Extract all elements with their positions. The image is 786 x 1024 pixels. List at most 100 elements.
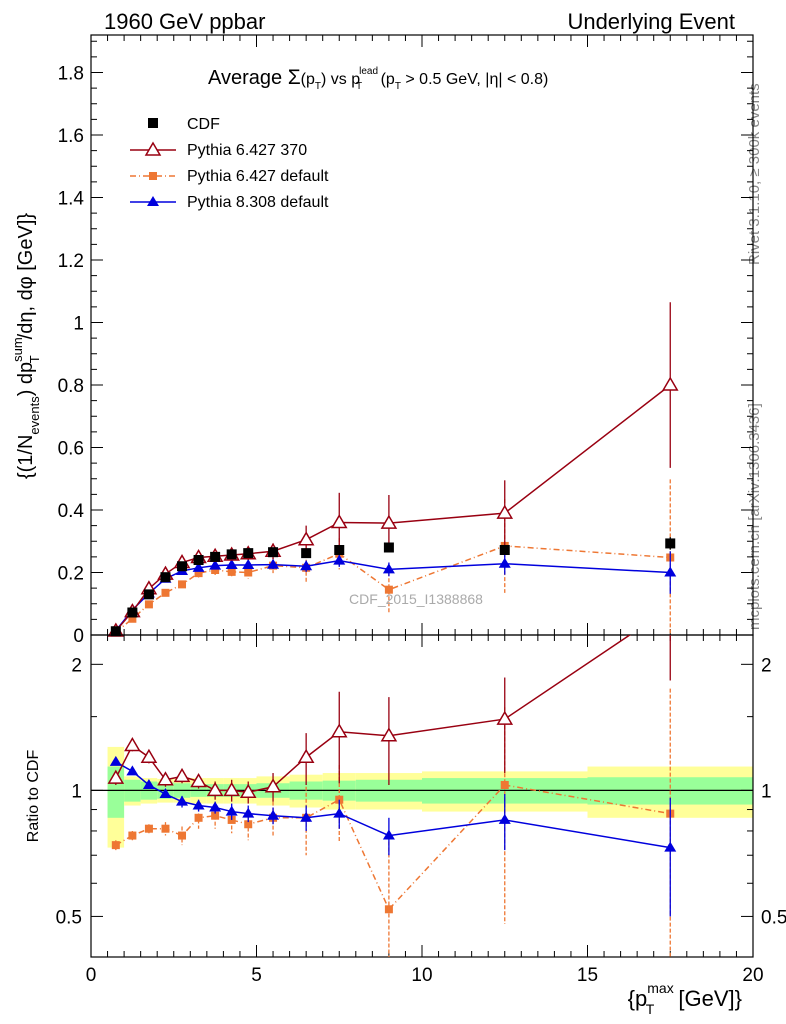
- x-tick-label: 0: [86, 965, 97, 986]
- data-point: [227, 567, 236, 576]
- ylabel-b-sub: T: [27, 355, 42, 363]
- ratio-uncertainty-bands: [107, 746, 753, 848]
- ratio-series-3: [109, 755, 677, 917]
- ratio-point: [225, 805, 238, 816]
- data-point: [211, 566, 220, 574]
- header-left: 1960 GeV ppbar: [104, 9, 265, 34]
- ratio-y-axis-label: Ratio to CDF: [25, 750, 42, 843]
- data-point: [382, 563, 395, 574]
- ratio-point: [190, 773, 207, 788]
- ratio-series: [107, 635, 677, 957]
- title-pt-close: ): [321, 71, 326, 88]
- data-point: [665, 538, 676, 549]
- data-point: [128, 614, 137, 623]
- data-point: [297, 531, 315, 546]
- chart-title: Average Σ(pT) vs plead T (pT > 0.5 GeV, |…: [208, 66, 548, 92]
- ratio-tick-label-right: 2: [761, 655, 772, 676]
- data-point: [243, 548, 254, 559]
- xlabel-rest: [GeV]}: [672, 986, 742, 1011]
- header-right: Underlying Event: [567, 9, 735, 34]
- ratio-point: [380, 727, 398, 742]
- y-tick-label: 1.8: [58, 64, 84, 85]
- title-lead-sup: lead: [359, 66, 378, 77]
- data-point: [384, 585, 393, 594]
- data-point: [209, 559, 222, 570]
- rivet-label: Rivet 3.1.10, ≥ 300k events: [746, 83, 763, 265]
- data-point: [268, 547, 279, 558]
- ratio-point: [173, 767, 191, 783]
- legend-label-cdf: CDF: [187, 116, 220, 133]
- ratio-point: [111, 841, 120, 850]
- data-point: [300, 560, 313, 571]
- data-point: [194, 569, 203, 578]
- title-cut-sub: T: [395, 81, 401, 92]
- data-point: [178, 580, 187, 589]
- data-point: [244, 568, 253, 577]
- legend-marker-pythia6-default: [149, 172, 157, 180]
- data-point: [225, 559, 238, 569]
- ratio-tick-label-right: 0.5: [761, 907, 786, 928]
- legend-item-cdf: CDF: [148, 116, 220, 133]
- ratio-line: [115, 784, 671, 911]
- ratio-axes: 0 5 10 15 20 0.5 0.5 1 1 2 2: [56, 634, 786, 986]
- x-tick-label: 5: [251, 965, 262, 986]
- legend-marker-pythia8-default: [147, 196, 159, 206]
- ratio-point: [192, 799, 205, 810]
- legend-marker-pythia6-370: [144, 141, 162, 156]
- data-point: [383, 542, 394, 553]
- title-lead-sub: T: [356, 81, 362, 92]
- ratio-point: [159, 788, 172, 799]
- ratio-point: [267, 809, 280, 820]
- data-point: [177, 561, 188, 572]
- ratio-point: [176, 795, 189, 806]
- ratio-point: [140, 748, 158, 763]
- ratio-point: [211, 811, 220, 820]
- data-point: [333, 554, 346, 565]
- ratio-point: [382, 829, 395, 840]
- data-point: [242, 559, 255, 569]
- ratio-series-1: [107, 635, 671, 804]
- legend-item-pythia8-default: Pythia 8.308 default: [130, 194, 329, 211]
- legend-label-pythia8-default: Pythia 8.308 default: [187, 194, 329, 211]
- ratio-point: [333, 807, 346, 818]
- ratio-point: [142, 778, 155, 789]
- title-prefix: Average: [208, 67, 288, 89]
- y-tick-label: 0.6: [58, 439, 84, 460]
- ratio-point: [239, 783, 257, 798]
- ratio-point: [384, 905, 393, 914]
- x-tick-label: 10: [411, 965, 432, 986]
- data-point: [210, 551, 221, 562]
- ratio-point: [330, 723, 348, 738]
- ratio-point: [128, 831, 137, 840]
- ylabel-a-sub: events: [27, 396, 42, 435]
- ratio-point: [664, 841, 677, 852]
- data-point: [143, 589, 154, 600]
- xlabel-sup: max: [647, 980, 673, 996]
- ratio-point: [209, 801, 222, 812]
- legend-label-pythia6-default: Pythia 6.427 default: [187, 168, 329, 185]
- x-tick-label: 15: [577, 965, 598, 986]
- ratio-point: [161, 824, 170, 833]
- y-tick-label: 1.6: [58, 126, 84, 147]
- ratio-point: [242, 807, 255, 818]
- title-cut-open: (p: [376, 71, 395, 88]
- data-point: [661, 376, 679, 391]
- ratio-point: [498, 813, 511, 824]
- ratio-point: [297, 748, 315, 763]
- ratio-point: [144, 824, 153, 833]
- data-point: [127, 607, 138, 618]
- legend: CDF Pythia 6.427 370 Pythia 6.427 defaul…: [130, 116, 329, 211]
- data-point: [498, 557, 511, 568]
- y-tick-label: 0.2: [58, 564, 84, 585]
- y-tick-label: 0.8: [58, 376, 84, 397]
- ylabel-a: {(1/N: [15, 435, 37, 479]
- ratio-point: [244, 820, 253, 829]
- data-point: [330, 514, 348, 529]
- legend-marker-cdf: [148, 118, 158, 128]
- title-vs: vs p: [326, 71, 360, 88]
- data-point: [193, 555, 204, 565]
- ratio-point: [496, 710, 514, 725]
- ratio-point: [124, 736, 141, 752]
- xlabel-sub: T: [646, 1001, 655, 1017]
